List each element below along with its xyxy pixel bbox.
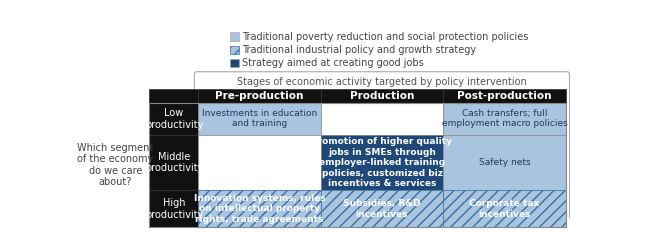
Bar bbox=[230, 46, 239, 54]
Bar bbox=[150, 190, 198, 227]
Text: Safety nets: Safety nets bbox=[478, 158, 530, 167]
Bar bbox=[230, 33, 239, 41]
Text: Pre-production: Pre-production bbox=[215, 91, 304, 101]
Bar bbox=[198, 89, 320, 103]
Text: Cash transfers; full
employment macro policies: Cash transfers; full employment macro po… bbox=[441, 109, 567, 128]
Text: Corporate tax
incentives: Corporate tax incentives bbox=[469, 199, 540, 219]
Text: Strategy aimed at creating good jobs: Strategy aimed at creating good jobs bbox=[242, 58, 423, 68]
Text: Which segment
of the economy
do we care
about?: Which segment of the economy do we care … bbox=[77, 143, 153, 187]
Text: Investments in education
and training: Investments in education and training bbox=[202, 109, 317, 128]
Text: Subsidies, R&D
incentives: Subsidies, R&D incentives bbox=[343, 199, 421, 219]
Bar bbox=[150, 89, 198, 103]
Text: Stages of economic activity targeted by policy intervention: Stages of economic activity targeted by … bbox=[237, 77, 527, 87]
FancyBboxPatch shape bbox=[194, 72, 569, 231]
Text: Innovation systems, rules
on intellectual property
rights, trade agreements: Innovation systems, rules on intellectua… bbox=[194, 194, 326, 224]
Bar bbox=[198, 190, 320, 227]
Bar bbox=[198, 103, 320, 135]
Bar bbox=[320, 103, 443, 135]
Bar bbox=[443, 190, 566, 227]
Bar bbox=[230, 59, 239, 67]
Bar bbox=[320, 190, 443, 227]
Bar bbox=[150, 103, 198, 135]
Bar bbox=[443, 135, 566, 190]
Bar bbox=[443, 103, 566, 135]
Text: Post-production: Post-production bbox=[457, 91, 552, 101]
Text: Traditional poverty reduction and social protection policies: Traditional poverty reduction and social… bbox=[242, 32, 528, 42]
Bar bbox=[198, 135, 320, 190]
Bar bbox=[320, 89, 443, 103]
Text: High
productivity: High productivity bbox=[145, 198, 203, 220]
Bar bbox=[443, 89, 566, 103]
Bar bbox=[320, 135, 443, 190]
Bar bbox=[150, 135, 198, 190]
Text: Promotion of higher quality
jobs in SMEs through
employer-linked training
polici: Promotion of higher quality jobs in SMEs… bbox=[311, 137, 452, 188]
Bar bbox=[150, 103, 566, 227]
Text: Middle
productivity: Middle productivity bbox=[145, 152, 203, 173]
Text: Traditional industrial policy and growth strategy: Traditional industrial policy and growth… bbox=[242, 45, 476, 55]
Text: Production: Production bbox=[350, 91, 414, 101]
Text: Low
productivity: Low productivity bbox=[145, 108, 203, 130]
Bar bbox=[198, 76, 566, 89]
